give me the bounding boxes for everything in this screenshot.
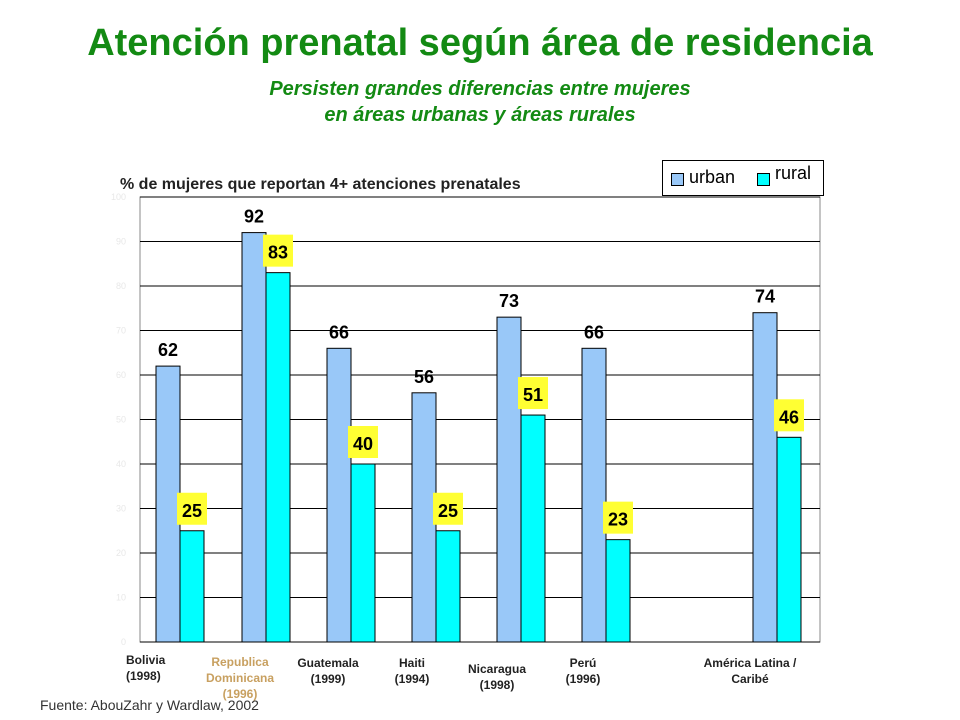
data-label-urban: 66 (584, 322, 604, 342)
legend-label-urban: urban (689, 167, 736, 187)
data-label-urban: 92 (244, 207, 264, 227)
data-label-urban: 56 (414, 367, 434, 387)
data-label-urban: 66 (329, 322, 349, 342)
subtitle-line-2: en áreas urbanas y áreas rurales (324, 104, 636, 126)
bar-urban (411, 392, 437, 643)
data-label-rural: 51 (523, 385, 543, 405)
x-tick-label: Perú (1996) (548, 655, 618, 687)
bar-rural (520, 414, 546, 643)
source-note: Fuente: AbouZahr y Wardlaw, 2002 (40, 697, 259, 713)
legend: urban rural (662, 160, 824, 196)
y-tick-label: 20 (116, 548, 126, 558)
data-label-urban: 73 (499, 291, 519, 311)
bar-urban (581, 347, 607, 643)
x-tick-label-line: Guatemala (297, 656, 359, 670)
y-tick-label: 70 (116, 326, 126, 336)
legend-label-rural: rural (775, 163, 812, 183)
data-label-box-rural (433, 492, 463, 525)
data-label-box-rural (263, 234, 293, 267)
x-tick-label-line: Dominicana (205, 671, 274, 685)
legend-swatch-urban (671, 173, 684, 186)
data-label-box-rural (177, 492, 207, 525)
bar-urban (496, 316, 522, 643)
bar-urban (752, 312, 778, 643)
x-tick-label: América Latina / Caribé (680, 655, 820, 687)
data-label-rural: 40 (353, 434, 373, 454)
data-label-box-rural (348, 426, 378, 458)
bar-urban (241, 232, 267, 643)
y-tick-label: 10 (116, 593, 126, 603)
bar-urban (326, 347, 352, 643)
x-tick-label: Nicaragua (1998) (452, 661, 542, 693)
y-axis-label: % de mujeres que reportan 4+ atenciones … (120, 176, 521, 193)
x-tick-label: Haiti (1994) (380, 655, 444, 687)
y-tick-label: 60 (116, 370, 126, 380)
data-label-box-rural (774, 399, 804, 432)
x-tick-label-line: Nicaragua (467, 662, 527, 676)
y-tick-label: 50 (116, 415, 126, 425)
x-tick-label-line: Bolivia (126, 653, 166, 667)
x-tick-label-line: (1998) (479, 678, 515, 692)
bar-rural (350, 463, 376, 643)
x-tick-label-line: (1998) (126, 669, 161, 683)
subtitle-line-1: Persisten grandes diferencias entre muje… (269, 78, 691, 100)
legend-swatch-rural (757, 173, 770, 186)
x-tick-label-line: Haiti (398, 656, 425, 670)
chart-subtitle: Persisten grandes diferencias entre muje… (150, 76, 810, 128)
x-tick-label: Republica Dominicana (1996) (202, 654, 278, 702)
y-tick-label: 100 (111, 192, 126, 202)
data-label-box-rural (603, 501, 633, 534)
y-tick-label: 0 (121, 637, 126, 647)
x-tick-label-line: América Latina / (703, 656, 797, 670)
x-tick-label-line: (1999) (310, 672, 346, 686)
data-label-rural: 46 (779, 407, 799, 427)
x-tick-label-line: (1996) (222, 687, 258, 701)
data-label-box-rural (518, 377, 548, 410)
data-label-rural: 25 (438, 501, 458, 521)
data-label-urban: 62 (158, 340, 178, 360)
y-tick-label: 30 (116, 504, 126, 514)
bar-rural (605, 539, 631, 643)
bar-rural (776, 436, 802, 643)
data-label-rural: 83 (268, 243, 288, 263)
x-tick-label-line: Perú (569, 656, 597, 670)
data-label-rural: 23 (608, 510, 628, 530)
bar-urban (155, 365, 181, 643)
y-tick-label: 90 (116, 237, 126, 247)
y-tick-label: 80 (116, 281, 126, 291)
bar-rural (265, 272, 291, 643)
data-label-urban: 74 (755, 287, 775, 307)
x-tick-label-line: (1996) (565, 672, 601, 686)
bar-rural (435, 530, 461, 643)
bar-rural (179, 530, 205, 643)
x-tick-label: Guatemala (1999) (288, 655, 368, 687)
data-label-rural: 25 (182, 501, 202, 521)
x-tick-label-line: (1994) (394, 672, 430, 686)
chart-title: Atención prenatal según área de residenc… (87, 22, 873, 64)
y-tick-label: 40 (116, 459, 126, 469)
x-tick-label-line: Republica (211, 655, 269, 669)
x-tick-label-line: Caribé (731, 672, 769, 686)
x-tick-label: Bolivia (1998) (126, 652, 196, 684)
